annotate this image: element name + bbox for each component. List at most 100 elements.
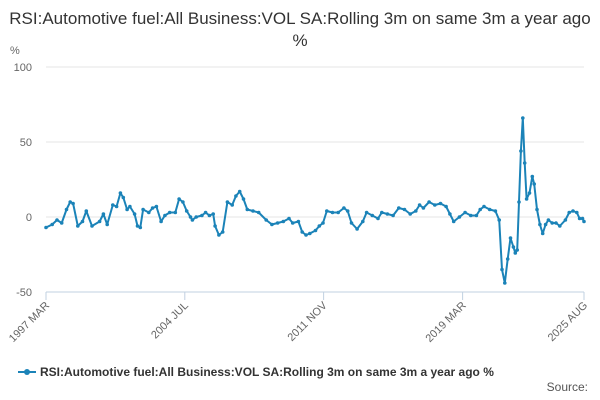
data-point[interactable]	[457, 215, 462, 219]
data-point[interactable]	[414, 209, 418, 213]
data-point[interactable]	[530, 174, 535, 179]
data-point[interactable]	[159, 219, 163, 224]
data-point[interactable]	[225, 200, 230, 204]
data-point[interactable]	[580, 216, 585, 221]
data-point[interactable]	[264, 218, 269, 222]
data-point[interactable]	[211, 212, 215, 216]
data-point[interactable]	[71, 201, 75, 206]
data-point[interactable]	[421, 206, 426, 210]
data-point[interactable]	[44, 225, 48, 230]
data-point[interactable]	[508, 236, 513, 240]
data-point[interactable]	[121, 195, 126, 200]
data-point[interactable]	[256, 210, 261, 215]
data-point[interactable]	[184, 209, 189, 213]
data-point[interactable]	[300, 230, 305, 234]
data-point[interactable]	[554, 221, 558, 225]
data-point[interactable]	[451, 219, 456, 224]
data-point[interactable]	[345, 209, 350, 213]
data-point[interactable]	[497, 218, 502, 222]
data-point[interactable]	[575, 210, 579, 215]
data-point[interactable]	[230, 203, 234, 207]
data-point[interactable]	[234, 194, 238, 198]
data-point[interactable]	[558, 224, 562, 228]
data-point[interactable]	[571, 209, 575, 213]
data-point[interactable]	[167, 210, 172, 215]
data-point[interactable]	[128, 204, 132, 209]
data-point[interactable]	[330, 210, 335, 215]
data-point[interactable]	[287, 216, 291, 221]
data-point[interactable]	[313, 228, 318, 233]
data-point[interactable]	[150, 206, 155, 210]
data-point[interactable]	[505, 257, 510, 261]
data-point[interactable]	[427, 200, 431, 204]
data-point[interactable]	[433, 203, 437, 207]
data-point[interactable]	[515, 248, 519, 252]
data-point[interactable]	[463, 210, 467, 215]
data-point[interactable]	[517, 200, 521, 204]
data-point[interactable]	[538, 222, 542, 227]
data-point[interactable]	[154, 204, 159, 209]
data-point[interactable]	[213, 224, 217, 228]
data-point[interactable]	[97, 219, 102, 224]
data-point[interactable]	[290, 221, 295, 225]
data-point[interactable]	[194, 215, 198, 219]
data-point[interactable]	[444, 204, 448, 209]
data-point[interactable]	[200, 213, 204, 218]
data-point[interactable]	[364, 210, 369, 215]
data-point[interactable]	[478, 207, 483, 212]
data-point[interactable]	[251, 209, 255, 213]
data-point[interactable]	[511, 245, 516, 249]
data-point[interactable]	[397, 206, 401, 210]
data-point[interactable]	[304, 233, 308, 237]
data-point[interactable]	[469, 213, 473, 218]
data-point[interactable]	[203, 210, 208, 215]
data-point[interactable]	[417, 203, 422, 207]
data-point[interactable]	[141, 207, 145, 212]
data-point[interactable]	[111, 203, 115, 207]
data-point[interactable]	[241, 197, 246, 201]
data-point[interactable]	[336, 210, 341, 215]
data-point[interactable]	[59, 221, 64, 225]
data-point[interactable]	[237, 189, 242, 194]
data-point[interactable]	[321, 221, 325, 225]
data-point[interactable]	[68, 200, 72, 204]
data-point[interactable]	[220, 230, 225, 234]
data-point[interactable]	[138, 225, 143, 230]
data-point[interactable]	[567, 210, 571, 215]
data-point[interactable]	[118, 191, 123, 195]
data-point[interactable]	[543, 222, 548, 227]
data-point[interactable]	[438, 201, 443, 206]
data-point[interactable]	[500, 267, 504, 272]
legend[interactable]: RSI:Automotive fuel:All Business:VOL SA:…	[18, 365, 494, 379]
data-point[interactable]	[177, 197, 181, 201]
data-point[interactable]	[408, 212, 413, 216]
data-point[interactable]	[577, 216, 582, 221]
data-point[interactable]	[482, 204, 486, 209]
data-point[interactable]	[190, 218, 195, 222]
data-point[interactable]	[84, 209, 89, 213]
data-point[interactable]	[308, 231, 312, 236]
data-point[interactable]	[217, 233, 221, 237]
data-point[interactable]	[385, 212, 390, 216]
data-point[interactable]	[503, 281, 507, 285]
data-point[interactable]	[370, 213, 375, 218]
data-point[interactable]	[50, 222, 54, 227]
data-point[interactable]	[361, 219, 365, 224]
data-point[interactable]	[524, 197, 529, 201]
data-point[interactable]	[521, 116, 525, 120]
data-point[interactable]	[522, 161, 527, 165]
data-point[interactable]	[125, 207, 129, 212]
data-point[interactable]	[342, 206, 346, 210]
data-point[interactable]	[519, 149, 523, 153]
data-point[interactable]	[135, 224, 140, 228]
data-point[interactable]	[380, 210, 384, 215]
data-point[interactable]	[275, 221, 280, 225]
data-point[interactable]	[245, 207, 250, 212]
data-point[interactable]	[64, 207, 69, 212]
data-point[interactable]	[147, 210, 151, 215]
data-point[interactable]	[317, 224, 322, 228]
data-point[interactable]	[487, 207, 492, 212]
data-point[interactable]	[80, 219, 85, 224]
data-point[interactable]	[90, 224, 94, 228]
data-point[interactable]	[105, 222, 109, 227]
